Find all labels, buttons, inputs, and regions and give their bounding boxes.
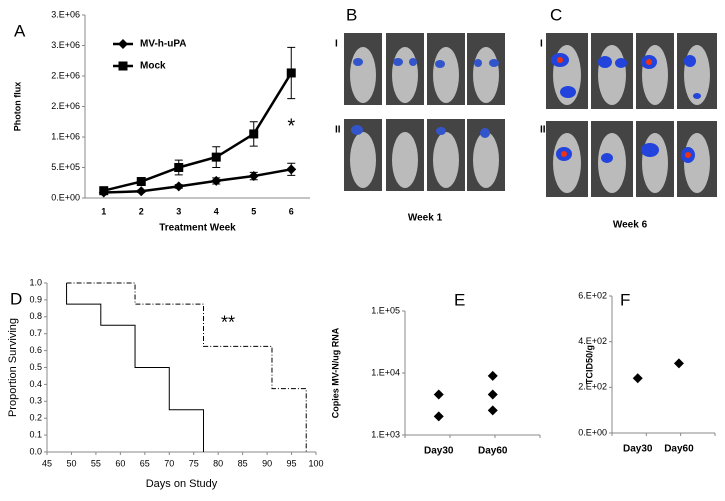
x-tick-label: Day60 — [478, 446, 508, 457]
x-tick-label: 50 — [66, 458, 76, 468]
point — [99, 186, 109, 196]
y-axis-label: Photon flux — [12, 82, 22, 132]
y-tick-label: 0.9 — [29, 294, 42, 304]
y-tick-label: 0.8 — [29, 311, 42, 321]
y-tick-label: 1.E+03 — [371, 429, 400, 439]
x-tick-label: 55 — [91, 458, 101, 468]
legend-marker — [118, 61, 128, 71]
y-tick-label: 0.3 — [29, 396, 42, 406]
x-axis-label: Days on Study — [146, 478, 218, 490]
panel-letter: E — [454, 290, 465, 309]
x-tick-label: 100 — [308, 458, 323, 468]
panel-letter: B — [346, 5, 357, 24]
row-label: II — [540, 125, 546, 136]
y-tick-label: 0.4 — [29, 379, 42, 389]
row-label: II — [335, 125, 341, 136]
point — [487, 370, 498, 381]
survival-curve — [66, 283, 205, 452]
point — [286, 68, 296, 78]
y-tick-label: 6.E+02 — [578, 290, 607, 300]
y-tick-label: 0.6 — [29, 345, 42, 355]
x-tick-label: 70 — [164, 458, 174, 468]
x-tick-label: 4 — [214, 206, 219, 216]
legend-label: MV-h-uPA — [140, 39, 186, 50]
x-tick-label: 3 — [176, 206, 181, 216]
x-tick-label: 2 — [139, 206, 144, 216]
legend-marker — [118, 39, 128, 49]
y-tick-label: 1.0 — [29, 277, 42, 287]
annotation: * — [287, 116, 295, 138]
point — [632, 373, 643, 384]
y-axis-label: Copies MV-N/ug RNA — [330, 327, 340, 418]
y-tick-label: 1.E+05 — [371, 305, 400, 315]
y-tick-label: 1.E+04 — [371, 367, 400, 377]
y-tick-label: 0.0 — [29, 446, 42, 456]
y-axis-label: Proportion Surviving — [7, 318, 19, 417]
caption: Week 6 — [613, 220, 648, 231]
point — [487, 389, 498, 400]
y-tick-label: 1.E+06 — [51, 131, 80, 141]
x-tick-label: 60 — [115, 458, 125, 468]
x-tick-label: 85 — [238, 458, 248, 468]
x-tick-label: Day30 — [623, 444, 653, 455]
x-tick-label: 45 — [42, 458, 52, 468]
row-label: I — [540, 39, 543, 50]
panel-letter: A — [14, 21, 26, 40]
annotation: ** — [221, 312, 235, 332]
y-tick-label: 2.E+06 — [51, 70, 80, 80]
x-tick-label: 65 — [140, 458, 150, 468]
y-tick-label: 4.E+02 — [578, 336, 607, 346]
point — [173, 181, 184, 192]
y-tick-label: 5.E+05 — [51, 162, 80, 172]
point — [433, 411, 444, 422]
x-tick-label: 1 — [101, 206, 106, 216]
y-tick-label: 0.E+00 — [51, 192, 80, 202]
x-tick-label: Day60 — [664, 444, 694, 455]
point — [136, 177, 146, 187]
y-tick-label: 0.7 — [29, 328, 42, 338]
point — [433, 389, 444, 400]
point — [487, 405, 498, 416]
point — [136, 186, 147, 197]
y-tick-label: 2.E+02 — [578, 382, 607, 392]
x-tick-label: 90 — [262, 458, 272, 468]
x-tick-label: Day30 — [424, 446, 454, 457]
x-tick-label: 5 — [251, 206, 256, 216]
panel-letter: D — [10, 289, 22, 308]
point — [286, 164, 297, 175]
point — [248, 171, 259, 182]
y-tick-label: 0.E+00 — [578, 427, 607, 437]
legend-label: Mock — [140, 61, 166, 72]
mouse-images — [344, 33, 505, 191]
point — [174, 163, 184, 172]
y-tick-label: 0.1 — [29, 429, 42, 439]
panel-letter: F — [620, 290, 630, 309]
series-line — [103, 72, 293, 192]
panel-letter: C — [550, 5, 562, 24]
x-tick-label: 80 — [213, 458, 223, 468]
y-tick-label: 2.E+06 — [51, 101, 80, 111]
y-tick-label: 0.5 — [29, 362, 42, 372]
x-tick-label: 6 — [289, 206, 294, 216]
x-tick-label: 95 — [287, 458, 297, 468]
mouse-images — [546, 33, 717, 197]
caption: Week 1 — [408, 213, 443, 224]
row-label: I — [335, 39, 338, 50]
point — [673, 358, 684, 369]
y-axis-label: TCID50/g — [584, 345, 594, 384]
point — [211, 175, 222, 186]
x-tick-label: 75 — [189, 458, 199, 468]
y-tick-label: 3.E+06 — [51, 40, 80, 50]
x-axis-label: Treatment Week — [159, 223, 236, 234]
point — [249, 129, 259, 139]
y-tick-label: 0.2 — [29, 413, 42, 423]
survival-curve — [66, 282, 307, 452]
series-line — [103, 168, 292, 194]
point — [211, 152, 221, 162]
y-tick-label: 3.E+06 — [51, 9, 80, 19]
